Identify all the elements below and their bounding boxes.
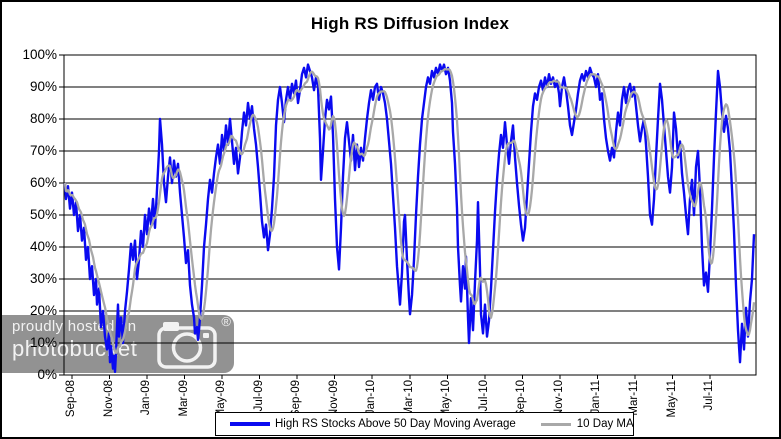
- legend-label-main-series: High RS Stocks Above 50 Day Moving Avera…: [275, 418, 516, 430]
- registered-trademark-symbol: ®: [221, 314, 231, 329]
- x-axis-label: Jan-11: [590, 380, 603, 415]
- y-axis-label: 10%: [29, 335, 57, 350]
- legend: High RS Stocks Above 50 Day Moving Avera…: [215, 412, 634, 436]
- x-axis-label: Mar-10: [402, 380, 415, 417]
- x-axis-label: May-11: [665, 380, 678, 418]
- x-axis-label: Mar-09: [177, 380, 190, 417]
- x-axis-label: Jul-10: [477, 380, 490, 412]
- chart-title: High RS Diffusion Index: [310, 14, 510, 33]
- x-axis-label: Mar-11: [628, 380, 640, 416]
- x-axis-label: Jan-10: [365, 380, 378, 416]
- photobucket-camera-icon: [157, 322, 217, 369]
- y-axis-label: 70%: [29, 143, 57, 158]
- x-axis-label: Sep-08: [65, 380, 77, 418]
- series-high-rs-line: [63, 63, 756, 373]
- y-axis-label: 90%: [29, 79, 57, 94]
- legend-label-ma-series: 10 Day MA: [576, 418, 634, 430]
- y-axis-label: 40%: [29, 239, 57, 254]
- legend-line-sample-gray: [540, 422, 571, 426]
- y-axis-label: 50%: [29, 207, 57, 222]
- x-axis-label: Nov-08: [102, 380, 115, 418]
- x-axis-label: Jan-09: [140, 380, 153, 416]
- y-axis-label: 20%: [29, 303, 57, 318]
- x-axis-label: Jul-09: [252, 380, 265, 412]
- series-10day-ma-line: [63, 67, 756, 355]
- y-axis-label: 0%: [37, 367, 57, 382]
- y-axis-label: 100%: [22, 47, 57, 62]
- x-axis-label: Jul-11: [703, 380, 715, 411]
- legend-line-sample-blue: [230, 422, 270, 426]
- y-axis-label: 30%: [29, 271, 57, 286]
- y-axis-label: 80%: [29, 111, 57, 126]
- y-axis-label: 60%: [29, 175, 57, 190]
